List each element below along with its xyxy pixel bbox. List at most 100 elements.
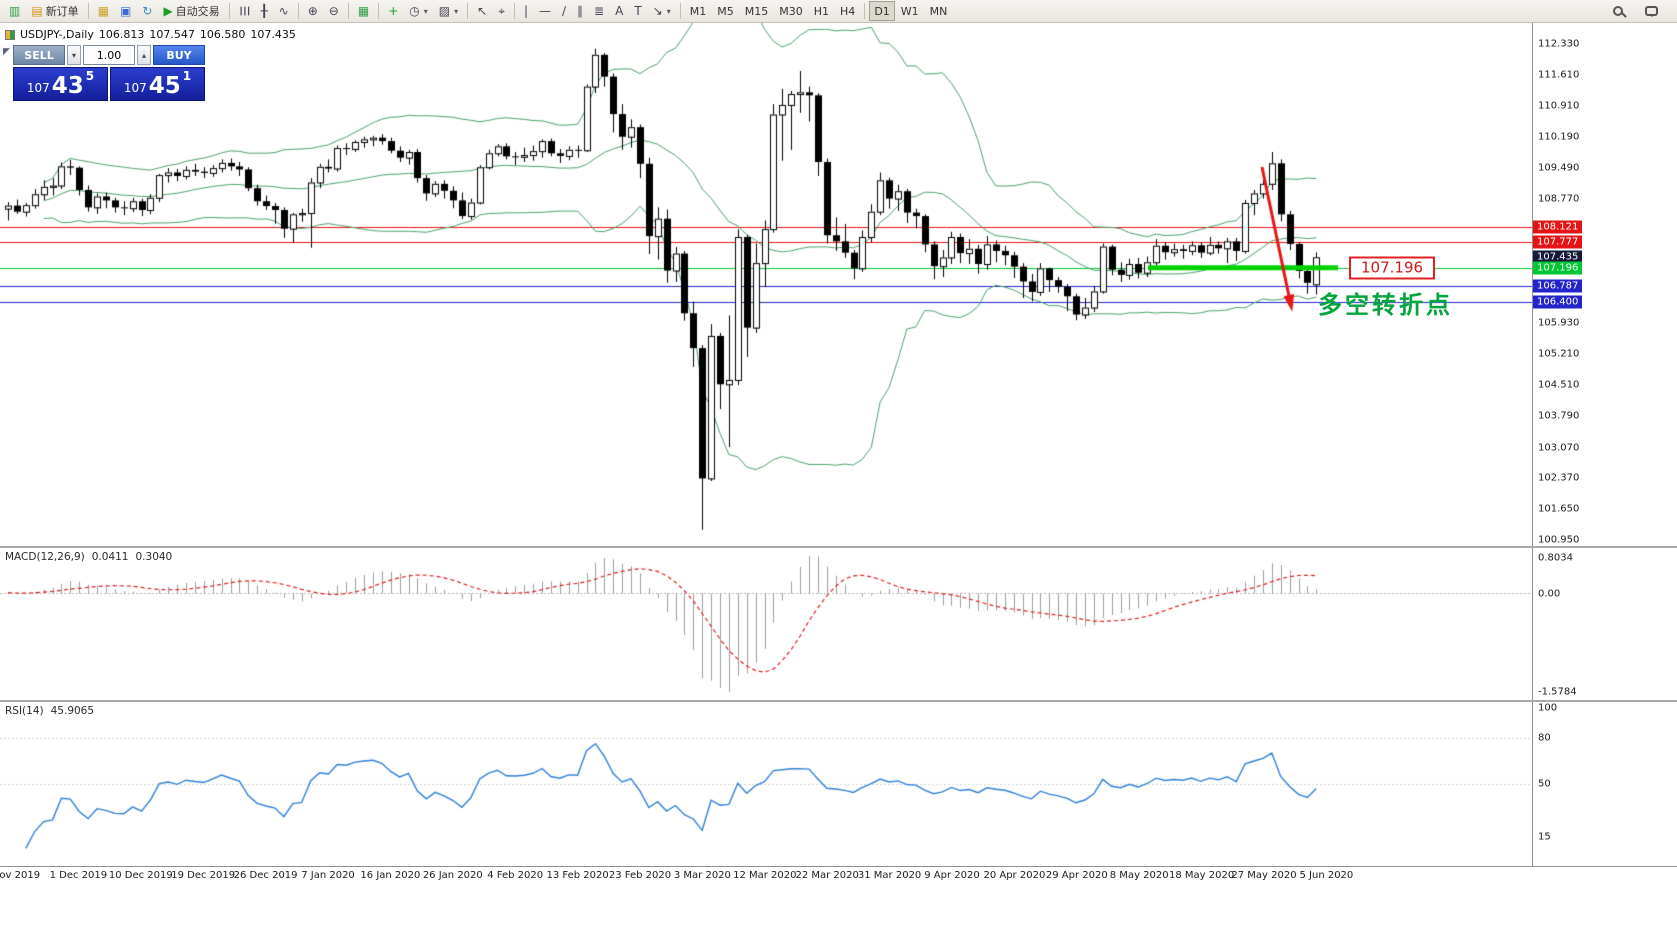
timeframe-m15-button[interactable]: M15 [740, 1, 774, 21]
chart-high-value: 107.547 [149, 28, 195, 41]
toolbar-separator [297, 3, 299, 19]
toolbar-separator [347, 3, 349, 19]
rsi-canvas[interactable] [0, 702, 1532, 866]
price-level-tag: 106.400 [1533, 295, 1583, 309]
text-button[interactable]: A [610, 1, 628, 21]
timeframe-h1-button[interactable]: H1 [809, 1, 834, 21]
chart-symbol-period: USDJPY-,Daily [20, 28, 94, 41]
grid-button-icon: ▦ [357, 4, 370, 18]
pane-splitter-1[interactable] [0, 546, 1677, 548]
label-button-icon: T [634, 4, 642, 18]
new-order-button-label: 新订单 [45, 5, 79, 18]
price-level-tag: 107.196 [1533, 261, 1583, 275]
trade-panel-collapse-icon[interactable]: ◤ [3, 47, 10, 57]
price-tick: 111.610 [1538, 69, 1580, 81]
auto-trading-button-icon: ▶ [163, 4, 173, 18]
price-level-tag: 106.787 [1533, 279, 1583, 292]
timeframe-m5-button-label: M5 [717, 4, 734, 18]
pane-splitter-2[interactable] [0, 700, 1677, 702]
community-button[interactable] [1640, 1, 1663, 21]
search-button[interactable] [1608, 1, 1628, 21]
chart-header: USDJPY-,Daily 106.813 107.547 106.580 10… [5, 28, 296, 41]
timeframe-m5-button[interactable]: M5 [712, 1, 739, 21]
bar-chart-type-button-icon: ☰ [237, 5, 252, 17]
templates-button-caret-icon: ▾ [454, 6, 459, 16]
rsi-header: RSI(14) 45.9065 [5, 705, 94, 717]
date-label: 12 Mar 2020 [733, 870, 797, 881]
label-button[interactable]: T [629, 1, 646, 21]
timeframe-m1-button-label: M1 [689, 4, 707, 18]
arrows-button[interactable]: ↘ ▾ [648, 1, 676, 21]
price-tick: 103.790 [1538, 410, 1580, 422]
timeframe-h4-button[interactable]: H4 [835, 1, 860, 21]
toolbar-separator [679, 3, 681, 19]
price-axis[interactable]: 112.330 111.610 110.910 110.190 109.490 108.7… [1532, 23, 1677, 546]
text-button-icon: A [615, 4, 624, 18]
trendline-button[interactable]: ∕ [557, 1, 571, 21]
channel-button-icon: ∥ [577, 4, 584, 18]
vertical-line-button[interactable]: | [519, 1, 533, 21]
arrows-button-caret-icon: ▾ [666, 6, 671, 16]
timeframe-m30-button[interactable]: M30 [774, 1, 808, 21]
timeframe-h4-button-label: H4 [840, 4, 856, 18]
date-label: 26 Jan 2020 [422, 870, 483, 881]
auto-trading-button[interactable]: ▶ 自动交易 [158, 1, 224, 21]
buy-button[interactable]: BUY [153, 45, 205, 65]
price-level-tag: 108.121 [1533, 220, 1583, 234]
cursor-button[interactable]: ↖ [472, 1, 492, 21]
macd-canvas[interactable] [0, 548, 1532, 700]
bid-pip-digit: 5 [85, 69, 95, 83]
macd-axis[interactable]: 0.8034 0.00 -1.5784 [1532, 548, 1677, 700]
bid-prefix: 107 [26, 81, 50, 95]
date-label: 18 May 2020 [1168, 870, 1235, 881]
date-label: 1 Dec 2019 [49, 870, 108, 881]
rsi-label: RSI(14) [5, 705, 44, 717]
rsi-axis[interactable]: 100 80 50 15 [1532, 702, 1677, 866]
trendline-button-icon: ∕ [562, 4, 567, 18]
periods-button[interactable]: ◷ ▾ [404, 1, 433, 21]
ask-pip-digit: 1 [182, 69, 192, 83]
sell-button[interactable]: SELL [13, 45, 65, 65]
volume-input[interactable] [83, 45, 135, 65]
toolbar-separator [513, 3, 515, 19]
terminal-button[interactable]: ▥ [4, 1, 25, 21]
auto-trading-button-label: 自动交易 [175, 5, 220, 18]
date-label: 3 Mar 2020 [673, 870, 731, 881]
pane-splitter-3[interactable] [0, 866, 1677, 867]
timeframe-d1-button[interactable]: D1 [869, 1, 895, 21]
indicators-button[interactable]: + [383, 1, 403, 21]
toolbar-separator [87, 3, 89, 19]
macd-pane: MACD(12,26,9) 0.0411 0.3040 [0, 548, 1532, 700]
templates-button-icon: ▨ [438, 4, 451, 18]
templates-button[interactable]: ▨ ▾ [434, 1, 463, 21]
zoom-in-button[interactable]: ⊕ [303, 1, 323, 21]
candlestick-type-button[interactable]: ╂ [255, 1, 272, 21]
market-watch-button-icon: ▣ [120, 4, 132, 18]
bar-chart-type-button[interactable]: ☰ [234, 1, 255, 21]
toolbar-separator [467, 3, 469, 19]
profiles-button[interactable]: ▦ [93, 1, 114, 21]
price-chart-canvas[interactable] [0, 23, 1532, 546]
grid-button[interactable]: ▦ [353, 1, 374, 21]
timeframe-w1-button[interactable]: W1 [896, 1, 924, 21]
timeframe-m1-button[interactable]: M1 [685, 1, 712, 21]
crosshair-button[interactable]: ⌖ [493, 1, 510, 21]
fibonacci-button[interactable]: ≣ [589, 1, 609, 21]
timeframe-mn-button[interactable]: MN [925, 1, 953, 21]
line-chart-type-button[interactable]: ∿ [274, 1, 294, 21]
horizontal-line-button[interactable]: — [534, 1, 556, 21]
refresh-button[interactable]: ↻ [137, 1, 157, 21]
price-level-tag: 107.777 [1533, 235, 1583, 249]
horizontal-line-button-icon: — [539, 4, 551, 18]
zoom-out-button[interactable]: ⊖ [324, 1, 344, 21]
chart-low-value: 106.580 [199, 28, 246, 41]
date-label: 29 Apr 2020 [1045, 870, 1108, 881]
volume-down-button[interactable]: ▾ [67, 45, 81, 65]
volume-up-button[interactable]: ▴ [137, 45, 151, 65]
new-order-button[interactable]: ▤ 新订单 [26, 1, 83, 21]
rsi-pane: RSI(14) 45.9065 [0, 702, 1532, 866]
channel-button[interactable]: ∥ [572, 1, 588, 21]
rsi-value: 45.9065 [50, 705, 95, 717]
market-watch-button[interactable]: ▣ [115, 1, 136, 21]
